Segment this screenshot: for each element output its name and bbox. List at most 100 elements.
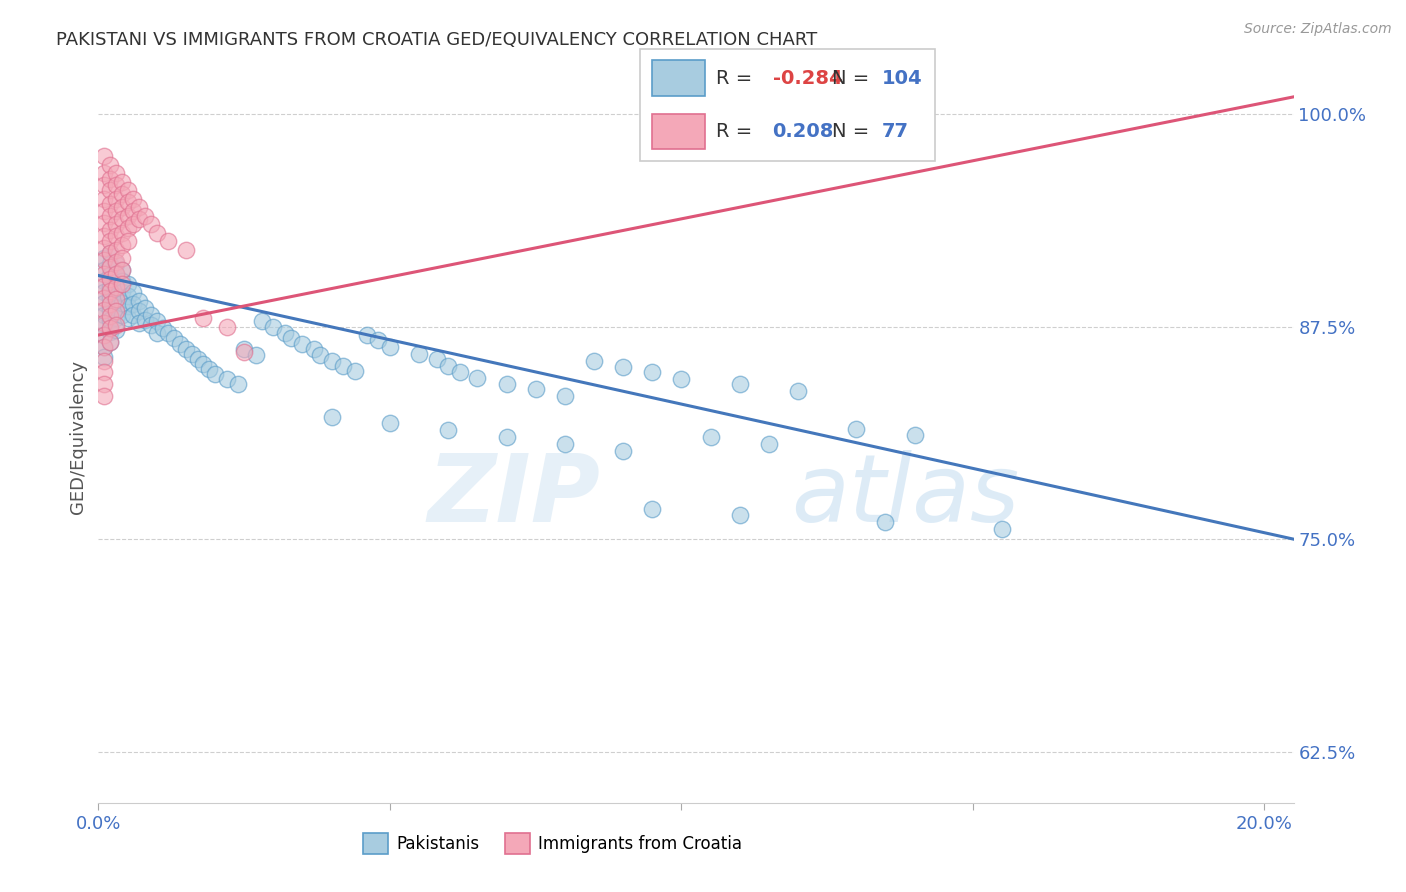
Point <box>98 297 121 311</box>
Point <box>122 218 145 232</box>
Point <box>467 370 489 384</box>
Point <box>291 336 314 351</box>
Text: PAKISTANI VS IMMIGRANTS FROM CROATIA GED/EQUIVALENCY CORRELATION CHART: PAKISTANI VS IMMIGRANTS FROM CROATIA GED… <box>56 31 817 49</box>
Text: 77: 77 <box>882 122 908 141</box>
Point <box>93 340 115 354</box>
Point <box>93 316 115 330</box>
Point <box>111 186 134 201</box>
Point <box>104 289 127 303</box>
Point <box>699 430 721 444</box>
Point <box>845 421 868 435</box>
Point <box>93 263 115 277</box>
Point <box>378 417 401 431</box>
Point <box>671 372 693 386</box>
Point <box>98 171 121 186</box>
Point <box>93 340 115 354</box>
Point <box>180 347 202 361</box>
Point <box>93 149 115 163</box>
Point <box>193 357 215 371</box>
Point <box>117 195 139 210</box>
Point <box>117 235 139 249</box>
Point <box>98 183 121 197</box>
Point <box>139 318 162 332</box>
Point <box>98 158 121 172</box>
Point <box>111 175 134 189</box>
Point <box>98 222 121 236</box>
Point <box>524 383 547 397</box>
Point <box>169 336 191 351</box>
Point <box>233 342 256 356</box>
Point <box>93 353 115 368</box>
Point <box>93 253 115 268</box>
Point <box>98 302 121 317</box>
Point <box>145 314 167 328</box>
Bar <box>651 114 704 150</box>
Point <box>117 289 139 303</box>
Point <box>128 212 150 227</box>
Point <box>309 348 332 362</box>
Point <box>228 377 250 392</box>
Text: R =: R = <box>717 122 752 141</box>
Point <box>104 192 127 206</box>
Point <box>93 178 115 193</box>
Text: 0.208: 0.208 <box>773 122 834 141</box>
Point <box>98 325 121 339</box>
Point <box>117 183 139 197</box>
Point <box>111 308 134 322</box>
Point <box>875 515 897 529</box>
Point <box>495 377 517 392</box>
Point <box>104 311 127 326</box>
Point <box>104 203 127 218</box>
Point <box>245 348 267 362</box>
Point <box>128 293 150 308</box>
Point <box>104 255 127 269</box>
Point <box>274 326 297 341</box>
Point <box>104 278 127 293</box>
Point <box>378 340 401 354</box>
Point <box>139 218 162 232</box>
Point <box>93 192 115 206</box>
Point <box>641 366 664 380</box>
Text: ZIP: ZIP <box>427 450 600 541</box>
Point <box>117 277 139 291</box>
Point <box>98 334 121 349</box>
Point <box>233 345 256 359</box>
Point <box>321 409 343 424</box>
Point <box>787 384 810 399</box>
Point <box>111 277 134 291</box>
Point <box>758 437 780 451</box>
Point <box>128 304 150 318</box>
Point <box>302 342 325 356</box>
Point <box>554 437 576 451</box>
Point <box>250 314 273 328</box>
Y-axis label: GED/Equivalency: GED/Equivalency <box>69 360 87 514</box>
Point <box>554 389 576 403</box>
Point <box>612 360 634 375</box>
Point <box>134 312 156 326</box>
Point <box>157 326 180 341</box>
Point <box>98 310 121 324</box>
Point <box>93 318 115 332</box>
Point <box>117 299 139 313</box>
Point <box>98 197 121 211</box>
Point <box>198 362 221 376</box>
Point <box>98 321 121 335</box>
Point <box>98 334 121 349</box>
Point <box>437 359 460 373</box>
Point <box>641 501 664 516</box>
Text: atlas: atlas <box>792 450 1019 541</box>
Point <box>356 328 378 343</box>
Point <box>93 203 115 218</box>
Point <box>128 201 150 215</box>
Point <box>111 212 134 227</box>
Legend: Pakistanis, Immigrants from Croatia: Pakistanis, Immigrants from Croatia <box>357 827 748 860</box>
Point <box>728 377 751 392</box>
Point <box>495 430 517 444</box>
Point <box>104 178 127 193</box>
Point <box>93 166 115 180</box>
Point <box>93 295 115 310</box>
FancyBboxPatch shape <box>640 49 935 161</box>
Point <box>93 328 115 343</box>
Point <box>104 267 127 281</box>
Point <box>93 216 115 230</box>
